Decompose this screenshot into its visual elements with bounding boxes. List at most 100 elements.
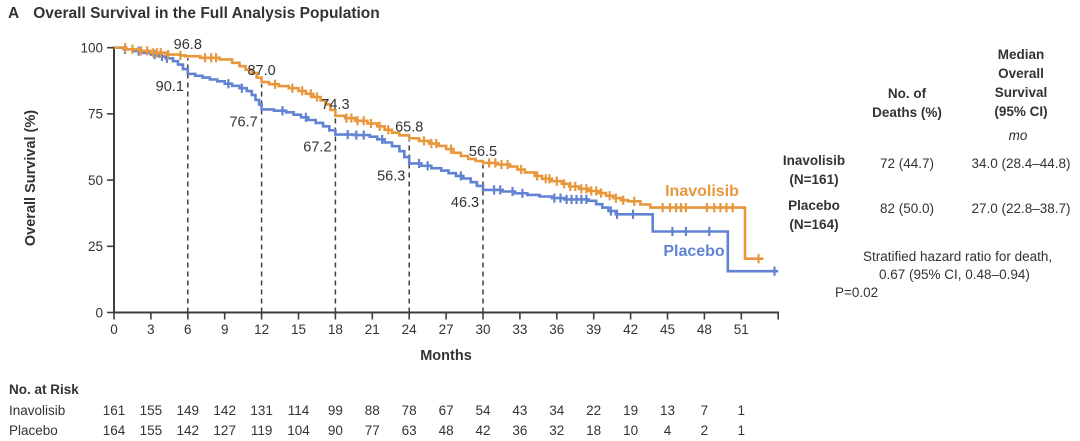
x-tick-label-24: 24: [402, 322, 418, 337]
risk-value-inavolisib-m45: 13: [660, 403, 675, 418]
x-tick-label-15: 15: [291, 322, 306, 337]
p-value: P=0.02: [835, 285, 879, 300]
risk-value-inavolisib-m0: 161: [103, 403, 126, 418]
risk-value-placebo-m27: 48: [439, 423, 454, 438]
milestone-inavolisib-24: 65.8: [395, 119, 423, 135]
risk-value-inavolisib-m21: 88: [365, 403, 380, 418]
x-axis-label: Months: [420, 348, 472, 364]
x-tick-label-27: 27: [439, 322, 454, 337]
y-tick-label-100: 100: [80, 41, 103, 56]
risk-value-placebo-m6: 142: [177, 423, 200, 438]
x-tick-label-30: 30: [475, 322, 490, 337]
x-tick-label-12: 12: [254, 322, 269, 337]
risk-value-placebo-m3: 155: [140, 423, 163, 438]
risk-value-placebo-m9: 127: [213, 423, 236, 438]
survival-curve-inavolisib: [114, 46, 764, 260]
risk-value-placebo-m21: 77: [365, 423, 380, 438]
y-tick-label-75: 75: [88, 107, 103, 122]
milestone-placebo-24: 56.3: [377, 168, 405, 184]
risk-row-label-placebo: Placebo: [9, 423, 58, 438]
x-tick-label-3: 3: [147, 322, 155, 337]
risk-value-placebo-m48: 2: [701, 423, 709, 438]
risk-value-inavolisib-m39: 22: [586, 403, 601, 418]
x-tick-label-21: 21: [365, 322, 380, 337]
milestone-placebo-18: 67.2: [303, 140, 331, 156]
risk-value-inavolisib-m42: 19: [623, 403, 638, 418]
median-unit: mo: [1008, 128, 1028, 143]
figure-title-row: A Overall Survival in the Full Analysis P…: [8, 5, 380, 23]
risk-value-placebo-m12: 119: [251, 423, 273, 438]
x-tick-label-48: 48: [697, 322, 712, 337]
risk-value-placebo-m15: 104: [287, 423, 310, 438]
x-tick-label-36: 36: [549, 322, 564, 337]
milestone-inavolisib-30: 56.5: [469, 144, 497, 160]
x-tick-label-39: 39: [586, 322, 601, 337]
risk-value-placebo-m36: 32: [549, 423, 564, 438]
panel-letter: A: [8, 5, 20, 22]
deaths-column-header: No. of Deaths (%): [872, 84, 942, 122]
median-header-line-3: Survival: [994, 85, 1048, 100]
summary-row-placebo-name: Placebo (N=164): [788, 197, 840, 234]
risk-value-inavolisib-m27: 67: [439, 403, 454, 418]
y-tick-label-0: 0: [95, 305, 103, 320]
x-tick-label-42: 42: [623, 322, 638, 337]
risk-value-placebo-m39: 18: [586, 423, 601, 438]
median-header-line-4: (95% CI): [994, 104, 1048, 119]
risk-value-placebo-m51: 1: [738, 423, 746, 438]
milestone-inavolisib-18: 74.3: [321, 97, 349, 113]
risk-value-inavolisib-m18: 99: [328, 403, 343, 418]
placebo-curve-label: Placebo: [663, 243, 725, 260]
inavolisib-name: Inavolisib: [782, 153, 846, 168]
summary-row-inavolisib-name: Inavolisib (N=161): [783, 152, 845, 189]
deaths-header-line-1: No. of: [887, 86, 927, 101]
risk-value-placebo-m30: 42: [475, 423, 490, 438]
risk-value-inavolisib-m3: 155: [140, 403, 163, 418]
milestone-placebo-12: 76.7: [229, 114, 257, 130]
milestone-placebo-30: 46.3: [451, 195, 479, 211]
risk-value-inavolisib-m36: 34: [549, 403, 565, 418]
milestone-placebo-6: 90.1: [156, 79, 184, 95]
risk-value-placebo-m24: 63: [402, 423, 417, 438]
x-tick-label-51: 51: [734, 322, 749, 337]
inavolisib-n: (N=161): [789, 171, 839, 187]
x-tick-label-0: 0: [110, 322, 118, 337]
x-tick-label-6: 6: [184, 322, 192, 337]
placebo-n: (N=164): [789, 216, 839, 232]
placebo-deaths-value: 82 (50.0): [879, 201, 935, 216]
risk-value-placebo-m18: 90: [328, 423, 343, 438]
deaths-header-line-2: Deaths (%): [872, 105, 942, 120]
median-header-line-1: Median: [997, 47, 1045, 62]
survival-curve-placebo: [114, 46, 779, 273]
placebo-name: Placebo: [788, 198, 840, 213]
y-tick-label-25: 25: [88, 239, 103, 254]
figure-title: Overall Survival in the Full Analysis Po…: [33, 5, 380, 22]
milestone-inavolisib-12: 87.0: [247, 63, 275, 79]
inavolisib-curve-label: Inavolisib: [665, 183, 739, 200]
risk-value-inavolisib-m9: 142: [213, 403, 236, 418]
placebo-median-value: 27.0 (22.8–38.7): [971, 201, 1071, 216]
risk-value-inavolisib-m24: 78: [402, 403, 417, 418]
risk-value-placebo-m33: 36: [512, 423, 527, 438]
x-tick-label-18: 18: [328, 322, 343, 337]
inavolisib-median-value: 34.0 (28.4–44.8): [971, 156, 1071, 171]
median-column-header: Median Overall Survival (95% CI): [994, 45, 1047, 121]
risk-value-inavolisib-m48: 7: [701, 403, 709, 418]
risk-value-inavolisib-m33: 43: [512, 403, 527, 418]
risk-value-placebo-m42: 10: [623, 423, 638, 438]
y-tick-label-50: 50: [88, 173, 103, 188]
risk-value-placebo-m0: 164: [103, 423, 126, 438]
no-at-risk-heading: No. at Risk: [9, 382, 79, 397]
hazard-ratio-line-1: Stratified hazard ratio for death,: [863, 249, 1053, 264]
median-header-line-2: Overall: [998, 66, 1044, 81]
risk-value-inavolisib-m6: 149: [177, 403, 200, 418]
inavolisib-deaths-value: 72 (44.7): [879, 156, 935, 171]
x-tick-label-33: 33: [512, 322, 527, 337]
hazard-ratio-line-2: 0.67 (95% CI, 0.48–0.94): [879, 267, 1030, 282]
risk-value-inavolisib-m15: 114: [288, 403, 310, 418]
x-tick-label-45: 45: [660, 322, 675, 337]
risk-value-inavolisib-m30: 54: [475, 403, 491, 418]
risk-value-placebo-m45: 4: [664, 423, 672, 438]
risk-row-label-inavolisib: Inavolisib: [9, 403, 66, 418]
